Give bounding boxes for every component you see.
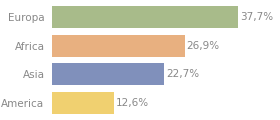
- Bar: [52, 92, 114, 114]
- Text: 12,6%: 12,6%: [116, 98, 149, 108]
- Bar: [52, 63, 164, 85]
- Text: 26,9%: 26,9%: [186, 41, 220, 51]
- Bar: [52, 6, 238, 28]
- Bar: [52, 35, 185, 57]
- Text: 37,7%: 37,7%: [240, 12, 273, 22]
- Text: 22,7%: 22,7%: [166, 69, 199, 79]
